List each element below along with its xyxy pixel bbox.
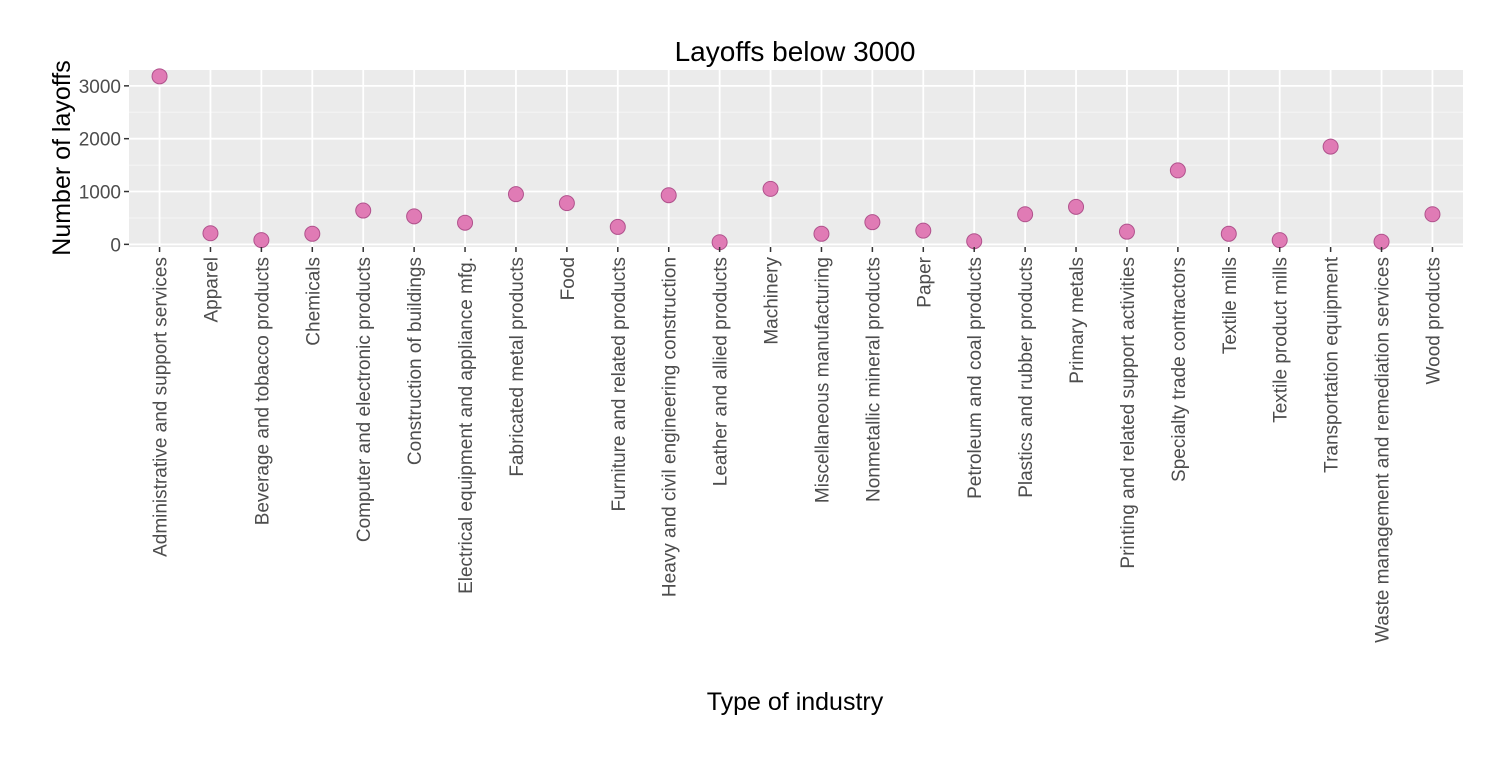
x-tick-label: Food [558, 257, 579, 300]
plot-panel [129, 70, 1463, 247]
data-points [151, 68, 1441, 251]
data-point [1169, 162, 1186, 179]
x-tick-label: Transportation equipment [1322, 256, 1343, 473]
x-axis: Administrative and support services Appar… [151, 247, 1444, 643]
data-point [355, 202, 372, 219]
x-tick-label: Fabricated metal products [507, 257, 528, 477]
data-point [406, 208, 423, 225]
data-point [660, 187, 677, 204]
x-tick-label: Administrative and support services [151, 257, 172, 557]
x-tick-label: Chemicals [303, 257, 324, 346]
chart-title: Layoffs below 3000 [675, 36, 916, 67]
y-tick-label: 3000 [79, 77, 121, 98]
data-point [864, 214, 881, 231]
y-tick-label: 2000 [79, 130, 121, 151]
x-tick-label: Nonmetallic mineral products [863, 257, 884, 502]
data-point [253, 232, 270, 249]
y-axis: 0 1000 2000 3000 [79, 77, 129, 256]
data-point [1220, 225, 1237, 242]
data-point [151, 68, 168, 85]
data-point [202, 225, 219, 242]
x-tick-label: Paper [914, 256, 935, 307]
x-tick-label: Leather and allied products [711, 257, 732, 486]
data-point [1068, 198, 1085, 215]
data-point [304, 225, 321, 242]
data-point [1017, 206, 1034, 223]
data-point [762, 180, 779, 197]
data-point [1373, 233, 1390, 250]
data-point [1271, 232, 1288, 249]
data-point [1118, 223, 1135, 240]
x-tick-label: Machinery [762, 257, 783, 345]
x-tick-label: Wood products [1423, 257, 1444, 384]
x-tick-label: Beverage and tobacco products [252, 257, 273, 525]
y-tick-label: 1000 [79, 183, 121, 204]
x-tick-label: Textile product mills [1271, 257, 1292, 423]
x-tick-label: Computer and electronic products [354, 257, 375, 542]
data-point [813, 225, 830, 242]
x-tick-label: Miscellaneous manufacturing [812, 257, 833, 503]
data-point [915, 222, 932, 239]
x-tick-label: Plastics and rubber products [1016, 257, 1037, 498]
x-tick-label: Heavy and civil engineering construction [660, 257, 681, 597]
x-tick-label: Furniture and related products [609, 257, 630, 512]
x-tick-label: Textile mills [1220, 257, 1241, 354]
data-point [1322, 138, 1339, 155]
data-point [966, 233, 983, 250]
minor-gridlines [129, 111, 1463, 219]
x-tick-label: Petroleum and coal products [965, 257, 986, 499]
x-tick-label: Electrical equipment and appliance mfg. [456, 257, 477, 594]
data-point [1424, 206, 1441, 223]
x-tick-label: Specialty trade contractors [1169, 257, 1190, 482]
x-axis-title: Type of industry [707, 688, 884, 716]
x-tick-label: Printing and related support activities [1118, 257, 1139, 569]
x-tick-label: Waste management and remediation service… [1373, 257, 1394, 643]
y-axis-title: Number of layoffs [48, 60, 76, 255]
x-tick-label: Construction of buildings [405, 257, 426, 465]
x-tick-label: Primary metals [1067, 257, 1088, 384]
data-point [457, 214, 474, 231]
y-tick-label: 0 [110, 235, 121, 256]
x-tick-label: Apparel [201, 257, 222, 323]
data-point [507, 186, 524, 203]
data-point [558, 195, 575, 212]
data-point [609, 218, 626, 235]
